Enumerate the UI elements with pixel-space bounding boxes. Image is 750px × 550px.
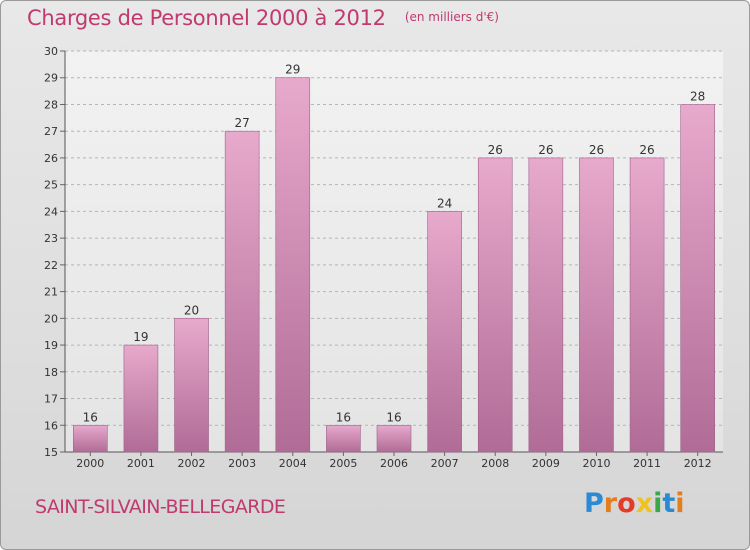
logo-letter: i: [675, 488, 685, 519]
x-tick-label: 2005: [329, 457, 357, 470]
x-tick-label: 2004: [279, 457, 307, 470]
logo-letter: o: [617, 488, 636, 519]
y-tick-label: 30: [44, 45, 58, 58]
logo-letter: x: [635, 488, 654, 519]
data-label: 26: [639, 143, 654, 157]
data-label: 29: [285, 63, 300, 77]
bar: [528, 157, 564, 453]
logo-letter: P: [584, 488, 604, 519]
y-tick-label: 17: [44, 393, 58, 406]
bar: [275, 77, 311, 453]
y-tick-label: 27: [44, 125, 58, 138]
y-tick-label: 28: [44, 98, 58, 111]
data-label: 26: [538, 143, 553, 157]
x-tick-label: 2008: [481, 457, 509, 470]
bar: [427, 211, 462, 453]
data-label: 28: [690, 89, 705, 103]
y-tick-label: 19: [44, 339, 58, 352]
bar: [224, 130, 260, 453]
chart-title-main: Charges de Personnel 2000 à 2012: [27, 6, 386, 30]
y-tick-label: 15: [44, 446, 58, 459]
data-label: 26: [488, 143, 503, 157]
y-tick-label: 22: [44, 259, 58, 272]
logo-letter: t: [662, 488, 676, 519]
x-tick-label: 2012: [684, 457, 712, 470]
chart-title: Charges de Personnel 2000 à 2012 (en mil…: [27, 6, 499, 30]
bar: [680, 104, 715, 453]
y-tick-label: 29: [44, 72, 58, 85]
x-tick-label: 2010: [582, 457, 610, 470]
city-name: SAINT-SILVAIN-BELLEGARDE: [35, 496, 286, 518]
bar: [73, 424, 108, 453]
bar: [123, 344, 159, 453]
x-tick-label: 2009: [532, 457, 560, 470]
data-label: 24: [437, 196, 452, 210]
logo-letter: r: [603, 488, 618, 519]
proxiti-logo: Proxiti: [584, 488, 685, 519]
y-tick-label: 25: [44, 179, 58, 192]
x-tick-label: 2002: [178, 457, 206, 470]
chart-title-unit: (en milliers d'€): [404, 10, 499, 24]
bar: [174, 318, 209, 453]
data-label: 20: [184, 303, 199, 317]
bar: [326, 424, 361, 453]
y-tick-label: 21: [44, 286, 58, 299]
bar: [629, 157, 665, 453]
y-tick-label: 24: [44, 205, 58, 218]
data-label: 26: [589, 143, 604, 157]
data-label: 16: [336, 410, 351, 424]
x-tick-label: 2007: [431, 457, 459, 470]
y-tick-label: 18: [44, 366, 58, 379]
data-label: 16: [83, 410, 98, 424]
x-tick-label: 2003: [228, 457, 256, 470]
y-tick-label: 26: [44, 152, 58, 165]
logo-letter: i: [653, 488, 663, 519]
data-label: 19: [133, 330, 148, 344]
bar: [579, 157, 614, 453]
bar: [376, 424, 412, 453]
y-tick-label: 16: [44, 419, 58, 432]
x-tick-label: 2001: [127, 457, 155, 470]
x-tick-label: 2011: [633, 457, 661, 470]
y-tick-label: 23: [44, 232, 58, 245]
y-tick-label: 20: [44, 312, 58, 325]
plot-area: [65, 51, 723, 452]
data-label: 27: [235, 116, 250, 130]
bar: [477, 157, 513, 453]
data-label: 16: [386, 410, 401, 424]
x-tick-label: 2006: [380, 457, 408, 470]
x-tick-label: 2000: [76, 457, 104, 470]
